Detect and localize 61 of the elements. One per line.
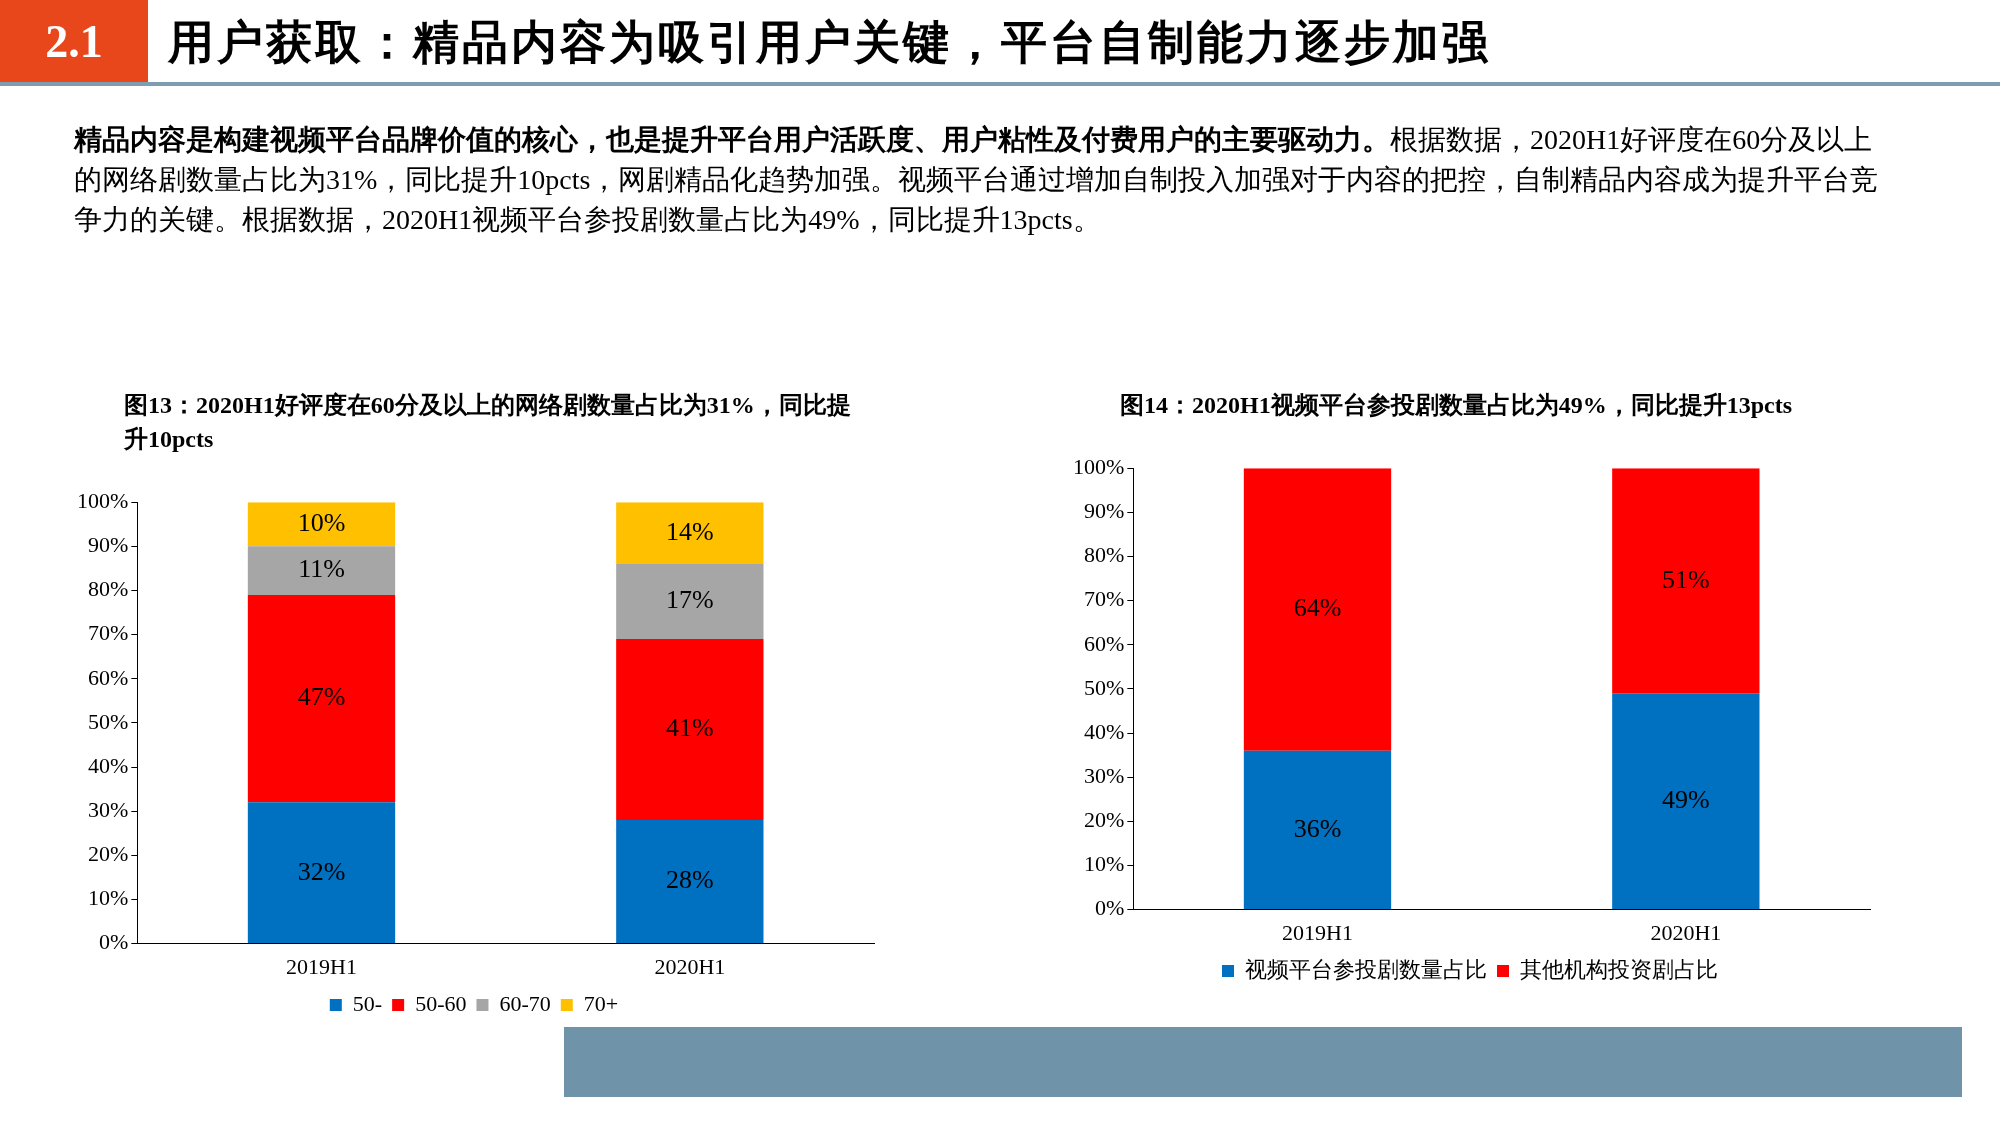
data-label: 49%	[1662, 785, 1710, 815]
legend-label: 50-	[352, 990, 383, 1016]
chart-title: 图13：2020H1好评度在60分及以上的网络剧数量占比为31%，同比提升10pcts	[124, 391, 852, 454]
x-tick-label: 2019H1	[286, 953, 357, 979]
bar	[1243, 468, 1392, 751]
y-tick-label: 90%	[1084, 498, 1125, 524]
legend-label: 50-60	[415, 990, 467, 1016]
y-tick-label: 50%	[1084, 674, 1125, 700]
text: 精品内容是构建视频平台品牌价值的核心，也是提升平台用户活跃度、用户粘性及付费用户的主要驱动力。	[74, 124, 1390, 155]
data-label: 14%	[666, 516, 714, 546]
bar	[247, 594, 396, 803]
bar	[247, 802, 396, 944]
bar	[247, 502, 396, 547]
data-label: 11%	[298, 554, 345, 584]
legend-label: 视频平台参投剧数量占比	[1245, 956, 1487, 982]
y-tick-label: 70%	[1084, 586, 1125, 612]
y-tick-label: 30%	[88, 796, 129, 822]
y-tick-label: 0%	[99, 929, 129, 955]
legend-label: 其他机构投资剧占比	[1520, 956, 1718, 982]
y-tick-label: 0%	[1095, 895, 1125, 921]
y-tick-label: 80%	[88, 576, 129, 602]
bar	[1612, 693, 1760, 910]
y-tick-label: 20%	[88, 841, 129, 867]
data-label: 10%	[297, 508, 346, 538]
y-tick-label: 100%	[1073, 453, 1125, 479]
y-tick-label: 50%	[88, 708, 129, 734]
y-tick-label: 10%	[88, 885, 129, 911]
data-label: 47%	[297, 682, 346, 712]
bar	[616, 502, 764, 564]
data-label: 32%	[297, 856, 346, 886]
text: 用户获取：精品内容为吸引用户关键，平台自制能力逐步加强	[168, 16, 1491, 70]
bar	[1243, 750, 1392, 910]
text: 2.1	[0, 0, 148, 82]
y-tick-label: 40%	[1084, 718, 1125, 744]
x-tick-label: 2020H1	[654, 953, 726, 979]
y-tick-label: 30%	[1084, 762, 1125, 788]
bar	[1612, 468, 1760, 694]
y-tick-label: 80%	[1084, 542, 1125, 568]
data-label: 41%	[666, 713, 714, 743]
legend-label: 60-70	[499, 990, 551, 1016]
y-tick-label: 90%	[88, 532, 129, 558]
data-label: 36%	[1293, 813, 1342, 843]
y-tick-label: 10%	[1084, 851, 1125, 877]
x-tick-label: 2020H1	[1650, 919, 1722, 945]
y-tick-label: 60%	[88, 664, 129, 690]
data-label: 28%	[666, 865, 714, 895]
y-tick-label: 60%	[1084, 630, 1125, 656]
data-label: 51%	[1662, 564, 1710, 594]
bar	[247, 546, 396, 595]
y-tick-label: 20%	[1084, 807, 1125, 833]
bar	[616, 820, 764, 944]
y-tick-label: 100%	[77, 487, 129, 513]
y-tick-label: 40%	[88, 752, 129, 778]
chart-title: 图14：2020H1视频平台参投剧数量占比为49%，同比提升13pcts	[1120, 391, 1793, 420]
bar	[616, 639, 764, 821]
data-label: 17%	[666, 585, 714, 615]
x-tick-label: 2019H1	[1282, 919, 1353, 945]
legend-label: 70+	[583, 990, 619, 1016]
y-tick-label: 70%	[88, 620, 129, 646]
data-label: 64%	[1293, 593, 1342, 623]
bar	[616, 564, 764, 640]
